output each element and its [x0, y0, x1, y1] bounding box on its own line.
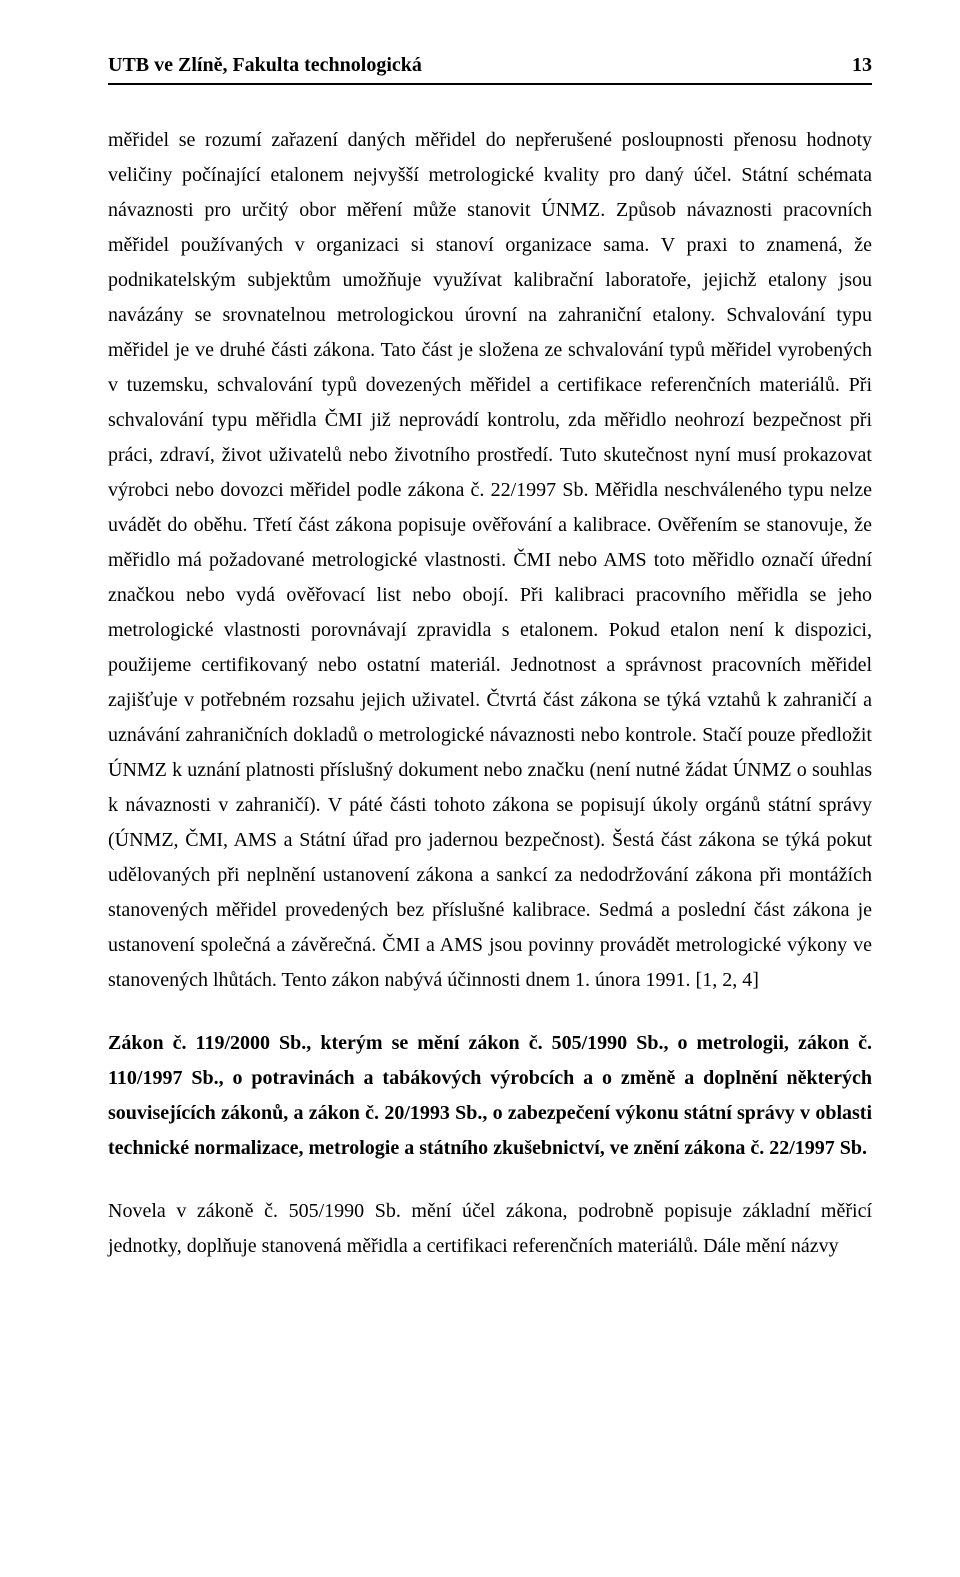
header-title: UTB ve Zlíně, Fakulta technologická [108, 54, 422, 77]
body-paragraph-3: Novela v zákoně č. 505/1990 Sb. mění úče… [108, 1194, 872, 1264]
document-page: UTB ve Zlíně, Fakulta technologická 13 m… [0, 0, 960, 1577]
page-header: UTB ve Zlíně, Fakulta technologická 13 [108, 54, 872, 85]
page-number: 13 [852, 54, 872, 77]
body-paragraph-1: měřidel se rozumí zařazení daných měřide… [108, 123, 872, 998]
law-heading-paragraph: Zákon č. 119/2000 Sb., kterým se mění zá… [108, 1026, 872, 1166]
